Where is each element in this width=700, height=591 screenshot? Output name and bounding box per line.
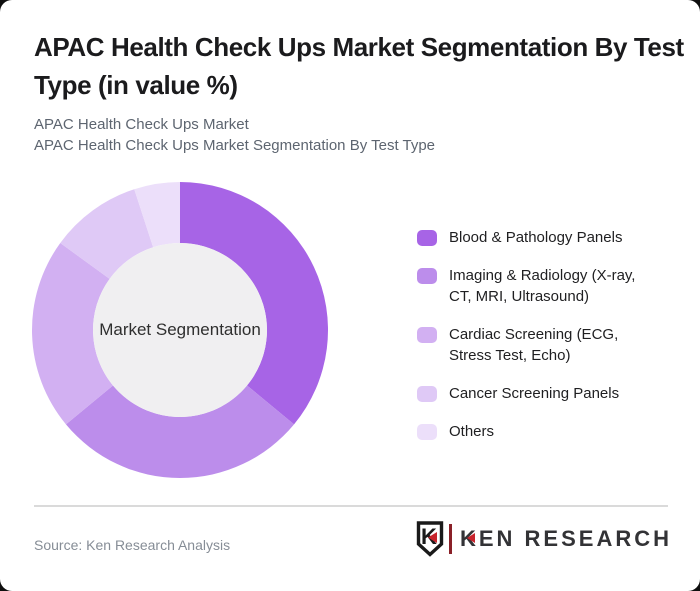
subtitle-line2: APAC Health Check Ups Market Segmentatio… <box>34 137 436 154</box>
page-title: APAC Health Check Ups Market Segmentatio… <box>34 28 684 104</box>
chart-subtitle: APAC Health Check Ups Market APAC Health… <box>34 114 670 156</box>
legend-label: Blood & Pathology Panels <box>449 229 623 246</box>
emblem-red-triangle-icon <box>427 532 437 543</box>
legend-item: Blood & Pathology Panels <box>417 227 661 248</box>
legend-item: Others <box>417 421 661 442</box>
page-title-line1: APAC Health Check Ups Market Segmentatio… <box>34 32 684 62</box>
legend-label: Cancer Screening Panels <box>449 385 620 402</box>
donut-chart-container: Market Segmentation <box>31 181 329 479</box>
subtitle-line1: APAC Health Check Ups Market <box>34 116 249 133</box>
legend-swatch <box>417 268 437 284</box>
legend-swatch <box>417 386 437 402</box>
donut-inner-circle <box>93 243 267 417</box>
logo-divider-bar <box>448 524 452 554</box>
donut-segment <box>65 385 295 479</box>
legend-label: Cardiac Screening (ECG, Stress Test, Ech… <box>449 326 619 364</box>
ken-research-emblem-icon: K <box>416 521 444 557</box>
donut-segment <box>180 182 329 425</box>
legend-swatch <box>417 327 437 343</box>
legend-label: Others <box>449 423 495 440</box>
emblem-letter: K <box>421 524 437 549</box>
donut-segment <box>32 243 113 425</box>
footer-divider <box>34 505 668 507</box>
legend-item: Cancer Screening Panels <box>417 383 661 404</box>
legend: Blood & Pathology Panels Imaging & Radiol… <box>417 227 661 459</box>
donut-chart <box>32 182 329 479</box>
legend-item: Cardiac Screening (ECG, Stress Test, Ech… <box>417 324 661 366</box>
ken-research-logo: K KEN RESEARCH <box>416 521 672 557</box>
donut-center-label: Market Segmentation <box>99 320 261 339</box>
page-title-line2: Type (in value %) <box>34 70 238 100</box>
legend-item: Imaging & Radiology (X-ray, CT, MRI, Ult… <box>417 265 661 307</box>
logo-k-triangle-icon <box>466 533 475 543</box>
logo-wordmark: KEN RESEARCH <box>459 526 672 551</box>
source-text: Source: Ken Research Analysis <box>34 537 231 553</box>
emblem-shield-shape <box>416 521 444 557</box>
legend-swatch <box>417 230 437 246</box>
legend-swatch <box>417 424 437 440</box>
logo-text: KEN RESEARCH <box>460 526 672 552</box>
header: APAC Health Check Ups Market Segmentatio… <box>34 28 684 156</box>
donut-segment <box>60 189 154 279</box>
donut-segment <box>134 182 180 248</box>
legend-label: Imaging & Radiology (X-ray, CT, MRI, Ult… <box>449 267 636 305</box>
